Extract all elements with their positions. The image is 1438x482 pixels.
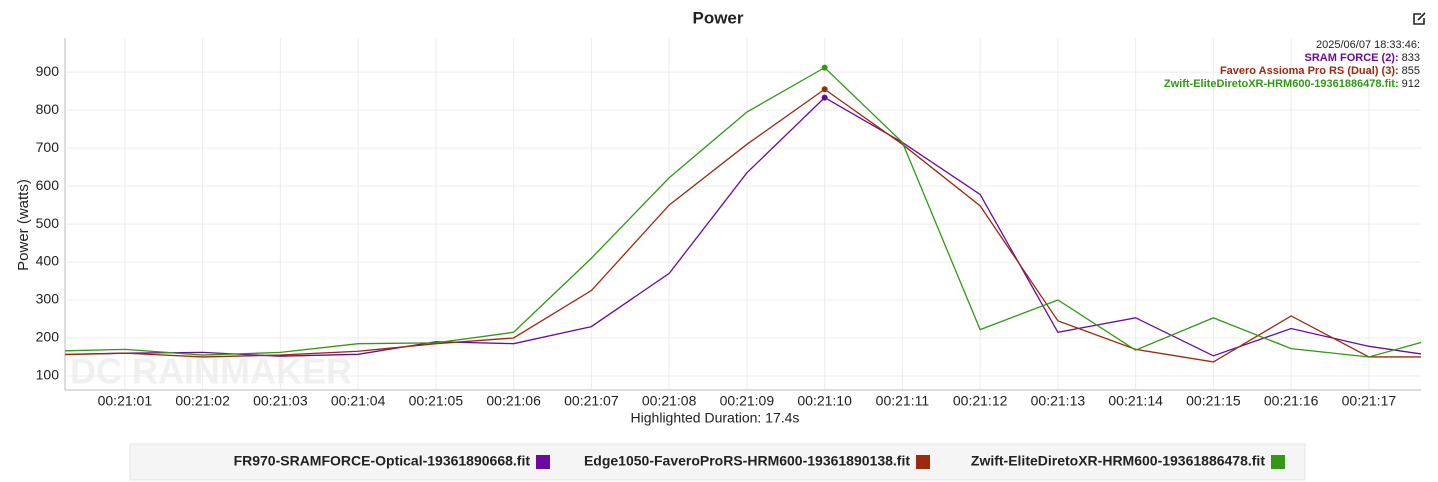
y-tick-label: 200 xyxy=(36,329,60,345)
x-tick-label: 00:21:08 xyxy=(642,393,697,409)
x-tick-label: 00:21:13 xyxy=(1031,393,1086,409)
edit-icon[interactable] xyxy=(1413,12,1426,25)
x-tick-label: 00:21:09 xyxy=(720,393,775,409)
x-tick-label: 00:21:17 xyxy=(1342,393,1397,409)
legend-label[interactable]: Zwift-EliteDiretoXR-HRM600-19361886478.f… xyxy=(971,453,1265,469)
y-tick-label: 400 xyxy=(36,253,60,269)
legend-label[interactable]: Edge1050-FaveroProRS-HRM600-19361890138.… xyxy=(584,453,910,469)
x-tick-label: 00:21:12 xyxy=(953,393,1008,409)
x-tick-label: 00:21:07 xyxy=(564,393,619,409)
tooltip-value: 912 xyxy=(1402,78,1420,90)
x-tick-label: 00:21:14 xyxy=(1108,393,1163,409)
y-tick-label: 700 xyxy=(36,139,60,155)
x-tick-label: 00:21:06 xyxy=(486,393,541,409)
highlight-point xyxy=(821,64,828,71)
tooltip-value: 855 xyxy=(1402,65,1420,77)
y-tick-label: 300 xyxy=(36,291,60,307)
series-line xyxy=(65,96,1421,357)
y-tick-label: 800 xyxy=(36,101,60,117)
chart-title: Power xyxy=(692,8,743,27)
x-axis-label: Highlighted Duration: 17.4s xyxy=(631,410,800,426)
y-tick-label: 900 xyxy=(36,63,60,79)
tooltip-entry: SRAM FORCE (2): 833 xyxy=(1305,52,1420,64)
tooltip-entry: Favero Assioma Pro RS (Dual) (3): 855 xyxy=(1220,65,1420,77)
x-tick-label: 00:21:03 xyxy=(253,393,308,409)
tooltip-name: SRAM FORCE (2): xyxy=(1305,52,1399,64)
legend-swatch[interactable] xyxy=(536,455,550,469)
tooltip-value: 833 xyxy=(1402,52,1420,64)
x-tick-label: 00:21:02 xyxy=(175,393,230,409)
highlight-point xyxy=(821,86,828,93)
tooltip-date: 2025/06/07 18:33:46: xyxy=(1316,39,1420,51)
legend-swatch[interactable] xyxy=(1271,455,1285,469)
tooltip-entry: Zwift-EliteDiretoXR-HRM600-19361886478.f… xyxy=(1164,78,1420,90)
y-axis-label: Power (watts) xyxy=(15,179,32,271)
legend-box xyxy=(129,443,1306,481)
series-line xyxy=(65,66,1421,358)
tooltip-name: Favero Assioma Pro RS (Dual) (3): xyxy=(1220,65,1399,77)
x-tick-label: 00:21:05 xyxy=(409,393,464,409)
x-tick-label: 00:21:16 xyxy=(1264,393,1319,409)
y-tick-label: 500 xyxy=(36,215,60,231)
x-tick-label: 00:21:15 xyxy=(1186,393,1241,409)
x-tick-label: 00:21:01 xyxy=(98,393,153,409)
y-tick-label: 600 xyxy=(36,177,60,193)
legend-label[interactable]: FR970-SRAMFORCE-Optical-19361890668.fit xyxy=(234,453,531,469)
x-tick-label: 00:21:10 xyxy=(797,393,852,409)
series-line xyxy=(65,88,1421,363)
x-tick-label: 00:21:04 xyxy=(331,393,386,409)
tooltip-name: Zwift-EliteDiretoXR-HRM600-19361886478.f… xyxy=(1164,78,1399,90)
y-tick-label: 100 xyxy=(36,367,60,383)
plot-area xyxy=(65,66,1421,363)
legend-swatch[interactable] xyxy=(916,455,930,469)
highlight-point xyxy=(821,94,828,101)
x-tick-label: 00:21:11 xyxy=(876,393,930,409)
